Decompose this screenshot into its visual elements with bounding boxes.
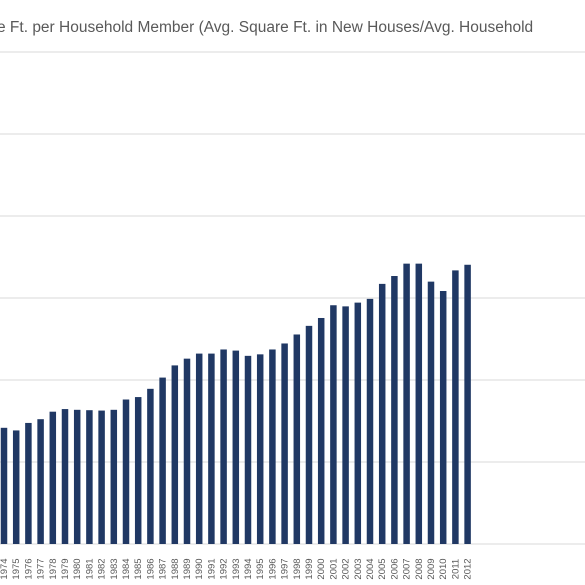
bar-1991 <box>208 353 215 544</box>
x-tick-label-1979: 1979 <box>60 558 71 579</box>
bar-2007 <box>403 263 410 544</box>
bar-2012 <box>464 264 471 544</box>
bar-1992 <box>220 349 227 544</box>
bar-1987 <box>159 377 166 544</box>
x-tick-label-1984: 1984 <box>121 558 132 579</box>
bar-1979 <box>61 409 69 544</box>
bar-1999 <box>305 325 313 544</box>
gridlines <box>0 51 585 545</box>
x-tick-label-2007: 2007 <box>402 558 413 579</box>
x-tick-label-1977: 1977 <box>36 558 47 579</box>
x-tick-label-2001: 2001 <box>328 558 339 579</box>
chart-title: e Ft. per Household Member (Avg. Square … <box>0 19 533 36</box>
bar-2011 <box>452 270 459 544</box>
bar-1996 <box>269 349 276 544</box>
bar-2001 <box>330 305 337 544</box>
bar-1988 <box>171 365 179 544</box>
x-tick-label-2006: 2006 <box>389 558 400 579</box>
x-tick-label-2000: 2000 <box>316 558 327 579</box>
bar-1976 <box>25 422 32 544</box>
bar-1994 <box>244 355 252 544</box>
x-tick-label-1976: 1976 <box>23 558 34 579</box>
bar-2005 <box>378 283 386 544</box>
bar-1986 <box>147 388 154 544</box>
bar-2006 <box>391 276 398 544</box>
x-tick-label-2003: 2003 <box>353 558 364 579</box>
bar-1975 <box>12 430 20 544</box>
x-tick-label-1975: 1975 <box>11 558 22 579</box>
x-tick-label-2010: 2010 <box>438 558 449 579</box>
bar-2010 <box>439 291 447 544</box>
x-tick-label-1985: 1985 <box>133 558 144 579</box>
x-tick-label-1988: 1988 <box>170 558 181 579</box>
bar-1984 <box>122 399 130 544</box>
x-tick-label-1992: 1992 <box>219 558 230 579</box>
x-tick-label-1994: 1994 <box>243 558 254 579</box>
bars <box>0 263 471 544</box>
bar-1980 <box>73 409 81 544</box>
x-tick-label-1986: 1986 <box>145 558 156 579</box>
bar-1995 <box>256 354 264 544</box>
bar-1974 <box>0 427 8 544</box>
x-tick-label-1980: 1980 <box>72 558 83 579</box>
x-tick-label-1995: 1995 <box>255 558 266 579</box>
bar-2008 <box>415 263 423 544</box>
bar-2002 <box>342 306 349 544</box>
x-tick-label-1996: 1996 <box>267 558 278 579</box>
x-tick-label-1993: 1993 <box>231 558 242 579</box>
x-tick-label-2002: 2002 <box>341 558 352 579</box>
x-tick-label-1989: 1989 <box>182 558 193 579</box>
bar-1978 <box>49 411 57 544</box>
bar-2003 <box>354 302 362 544</box>
x-tick-label-1990: 1990 <box>194 558 205 579</box>
x-tick-label-2009: 2009 <box>426 558 437 579</box>
x-tick-label-2011: 2011 <box>450 559 461 579</box>
x-tick-label-1987: 1987 <box>158 558 169 579</box>
x-tick-label-1978: 1978 <box>48 558 59 579</box>
x-tick-label-1981: 1981 <box>84 558 95 579</box>
bar-1989 <box>183 358 191 544</box>
bar-1993 <box>232 350 240 544</box>
x-tick-label-2004: 2004 <box>365 558 376 579</box>
x-tick-label-2005: 2005 <box>377 558 388 579</box>
bar-1985 <box>134 397 142 544</box>
bar-1983 <box>110 409 118 544</box>
x-tick-label-1974: 1974 <box>0 558 10 579</box>
x-tick-label-1991: 1991 <box>206 558 217 579</box>
bar-1990 <box>195 353 203 544</box>
x-tick-label-2008: 2008 <box>414 558 425 579</box>
bar-1981 <box>86 410 93 544</box>
x-tick-label-1983: 1983 <box>109 558 120 579</box>
x-tick-label-1998: 1998 <box>292 558 303 579</box>
bar-1982 <box>98 410 105 544</box>
bar-2004 <box>366 298 374 544</box>
bar-2009 <box>427 281 435 544</box>
x-tick-label-1982: 1982 <box>97 558 108 579</box>
bar-1998 <box>293 334 301 544</box>
x-axis-tick-labels: 1974 1975 1976 1977 1978 1979 1980 1981 1982 1983… <box>0 558 474 579</box>
x-tick-label-1999: 1999 <box>304 558 315 579</box>
x-tick-label-1997: 1997 <box>280 558 291 579</box>
bar-2000 <box>317 317 325 544</box>
bar-1977 <box>37 419 44 544</box>
x-tick-label-2012: 2012 <box>463 558 474 579</box>
bar-1997 <box>281 343 288 544</box>
